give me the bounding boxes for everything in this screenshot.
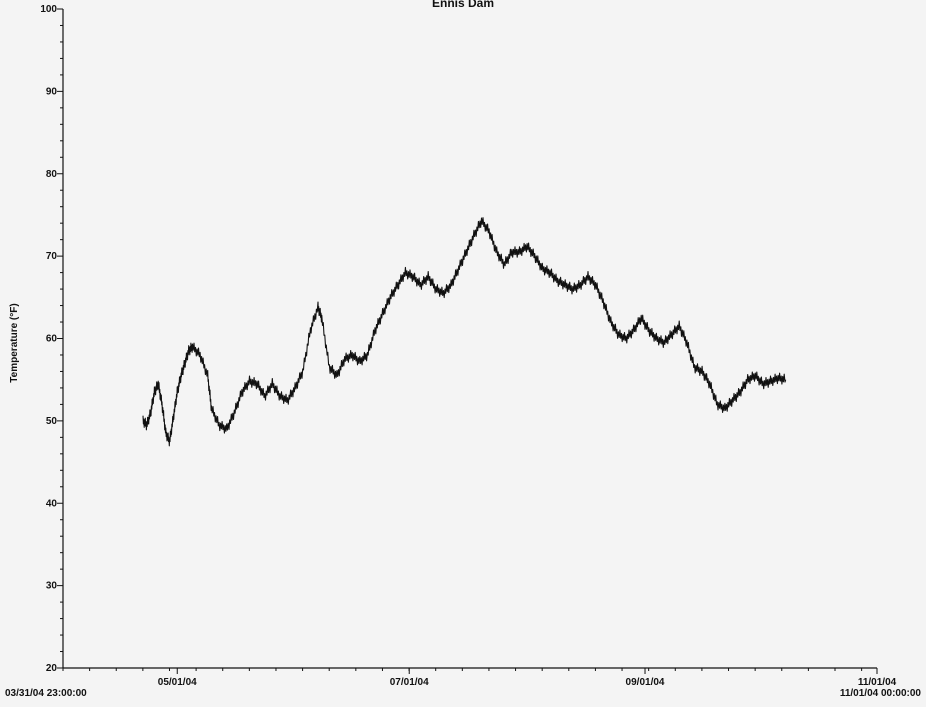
x-tick-label: 07/01/04: [390, 677, 429, 688]
temperature-series-line: [142, 217, 787, 447]
series-group: [142, 217, 787, 447]
x-tick-label: 11/01/04: [858, 677, 897, 688]
y-tick-label: 40: [46, 498, 58, 509]
y-tick-label: 50: [46, 416, 58, 427]
y-tick-label: 20: [46, 663, 58, 674]
y-tick-label: 100: [40, 4, 57, 15]
axes-group: 20 30 40 50 60 70 80 90 100 05/01/04 07/01/04 09/01…: [40, 4, 896, 688]
x-end-label: 11/01/04 00:00:00: [840, 688, 922, 699]
y-tick-label: 80: [46, 169, 58, 180]
y-tick-label: 60: [46, 334, 58, 345]
y-tick-label: 70: [46, 251, 58, 262]
x-tick-label: 09/01/04: [626, 677, 665, 688]
y-tick-label: 90: [46, 86, 58, 97]
x-start-label: 03/31/04 23:00:00: [5, 688, 87, 699]
x-tick-label: 05/01/04: [158, 677, 197, 688]
chart-title: Ennis Dam: [432, 0, 494, 10]
y-axis-label: Temperature (°F): [9, 303, 20, 382]
y-tick-label: 30: [46, 581, 58, 592]
